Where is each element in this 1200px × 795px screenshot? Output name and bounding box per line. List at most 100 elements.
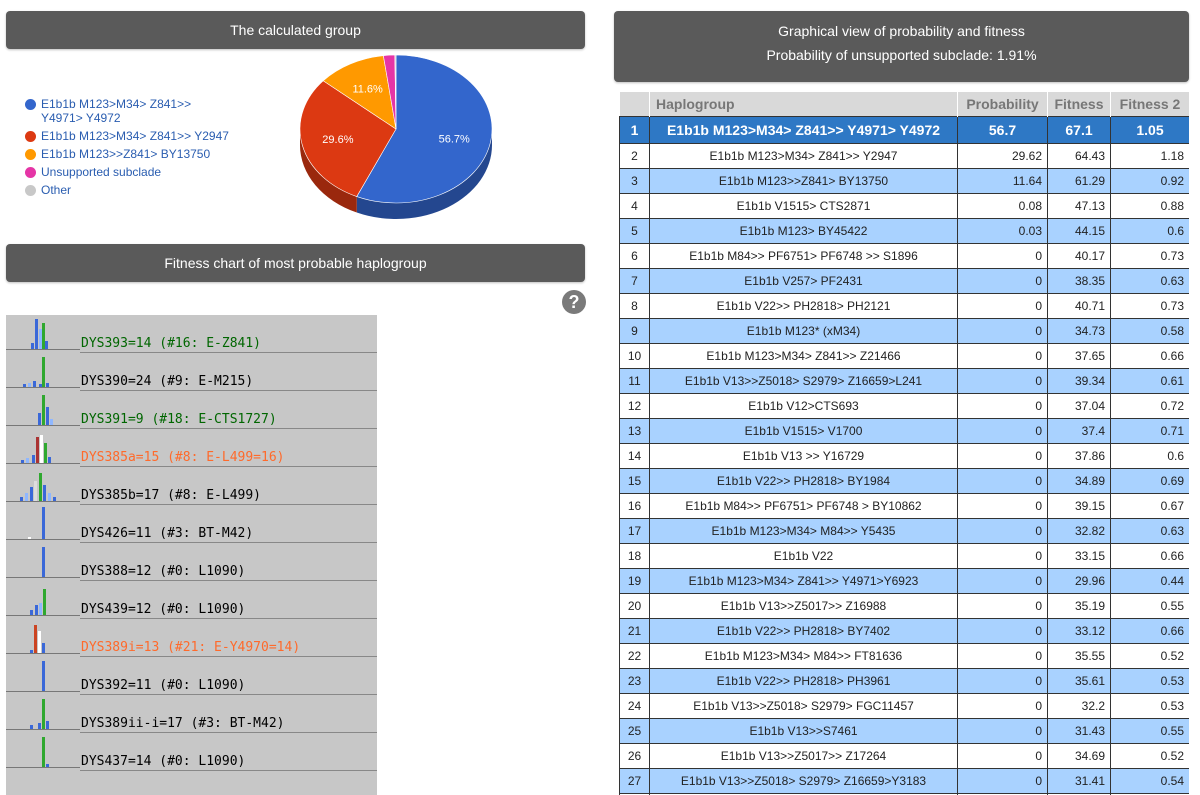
marker-label: DYS390=24 (#9: E-M215) — [81, 374, 254, 389]
cell-index: 4 — [619, 193, 650, 219]
histogram-bar — [23, 384, 26, 387]
histogram-bar — [42, 547, 45, 577]
cell-haplogroup: E1b1b V22>> PH2818> BY1984 — [649, 468, 958, 494]
histogram-baseline — [6, 767, 80, 768]
cell-haplogroup: E1b1b M123>M34> Z841>> Z21466 — [649, 343, 958, 369]
table-row[interactable]: 21 E1b1b V22>> PH2818> BY7402 0 33.12 0.66 — [619, 618, 1189, 644]
pie-slice[interactable] — [356, 55, 493, 204]
table-row[interactable]: 16 E1b1b M84>> PF6751> PF6748 > BY10862 0 3… — [619, 493, 1189, 519]
table-row[interactable]: 5 E1b1b M123> BY45422 0.03 44.15 0.6 — [619, 218, 1189, 244]
fitness-chart-header: Fitness chart of most probable haplogrou… — [6, 244, 585, 282]
legend-item[interactable]: Unsupported subclade — [25, 165, 265, 179]
table-row[interactable]: 26 E1b1b V13>>Z5017>> Z17264 0 34.69 0.52 — [619, 743, 1189, 769]
cell-fitness: 34.73 — [1047, 318, 1111, 344]
table-row[interactable]: 6 E1b1b M84>> PF6751> PF6748 >> S1896 0 40.… — [619, 243, 1189, 269]
cell-probability: 0 — [957, 368, 1048, 394]
cell-haplogroup: E1b1b V257> PF2431 — [649, 268, 958, 294]
legend-item[interactable]: E1b1b M123>>Z841> BY13750 — [25, 147, 265, 161]
cell-haplogroup: E1b1b M123>M34> Z841>> Y2947 — [649, 143, 958, 169]
cell-fitness2: 0.66 — [1110, 618, 1189, 644]
table-row[interactable]: 24 E1b1b V13>>Z5018> S2979> FGC11457 0 32.2… — [619, 693, 1189, 719]
cell-probability: 0 — [957, 268, 1048, 294]
table-row[interactable]: 3 E1b1b M123>>Z841> BY13750 11.64 61.29 0.92 — [619, 168, 1189, 194]
table-row[interactable]: 14 E1b1b V13 >> Y16729 0 37.86 0.6 — [619, 443, 1189, 469]
table-row[interactable]: 8 E1b1b V22>> PH2818> PH2121 0 40.71 0.73 — [619, 293, 1189, 319]
cell-index: 9 — [619, 318, 650, 344]
cell-fitness2: 0.6 — [1110, 443, 1189, 469]
pie-slice[interactable] — [300, 80, 397, 197]
table-row[interactable]: 25 E1b1b V13>>S7461 0 31.43 0.55 — [619, 718, 1189, 744]
cell-index: 10 — [619, 343, 650, 369]
legend-item[interactable]: E1b1b M123>M34> Z841>> Y2947 — [25, 129, 265, 143]
table-row[interactable]: 18 E1b1b V22 0 33.15 0.66 — [619, 543, 1189, 569]
haplogroup-table-container[interactable]: Haplogroup Probability Fitness Fitness 2… — [619, 92, 1189, 795]
cell-fitness: 35.61 — [1047, 668, 1111, 694]
legend-swatch — [25, 131, 36, 142]
pie-slice[interactable] — [394, 55, 397, 130]
cell-fitness: 37.65 — [1047, 343, 1111, 369]
table-row[interactable]: 13 E1b1b V1515> V1700 0 37.4 0.71 — [619, 418, 1189, 444]
cell-fitness2: 0.73 — [1110, 293, 1189, 319]
table-row[interactable]: 1 E1b1b M123>M34> Z841>> Y4971> Y4972 56.7… — [619, 116, 1189, 144]
legend-item[interactable]: E1b1b M123>M34> Z841>> Y4971> Y4972 — [25, 97, 265, 125]
table-row[interactable]: 10 E1b1b M123>M34> Z841>> Z21466 0 37.65 0.6… — [619, 343, 1189, 369]
pie-slice-label: 56.7% — [439, 134, 470, 146]
histogram-bar — [28, 383, 31, 387]
legend-label: Other — [41, 183, 72, 197]
col-probability-header[interactable]: Probability — [957, 92, 1048, 117]
table-row[interactable]: 11 E1b1b V13>>Z5018> S2979> Z16659>L241 0 3… — [619, 368, 1189, 394]
table-row[interactable]: 7 E1b1b V257> PF2431 0 38.35 0.63 — [619, 268, 1189, 294]
histogram-baseline — [6, 349, 80, 350]
row-divider — [80, 656, 377, 657]
legend-swatch — [25, 185, 36, 196]
cell-haplogroup: E1b1b M123>M34> Z841>> Y4971>Y6923 — [649, 568, 958, 594]
table-row[interactable]: 28 — [619, 793, 1189, 795]
table-row[interactable]: 23 E1b1b V22>> PH2818> PH3961 0 35.61 0.53 — [619, 668, 1189, 694]
legend-label: E1b1b M123>>Z841> BY13750 — [41, 147, 211, 161]
table-row[interactable]: 9 E1b1b M123* (xM34) 0 34.73 0.58 — [619, 318, 1189, 344]
histogram-baseline — [6, 387, 80, 388]
row-divider — [80, 428, 377, 429]
table-row[interactable]: 19 E1b1b M123>M34> Z841>> Y4971>Y6923 0 29.… — [619, 568, 1189, 594]
cell-fitness: 37.86 — [1047, 443, 1111, 469]
fitness-row: DYS385b=17 (#8: E-L499) — [6, 467, 377, 505]
table-row[interactable]: 4 E1b1b V1515> CTS2871 0.08 47.13 0.88 — [619, 193, 1189, 219]
table-row[interactable]: 12 E1b1b V12>CTS693 0 37.04 0.72 — [619, 393, 1189, 419]
histogram-baseline — [6, 729, 80, 730]
legend-label: E1b1b M123>M34> Z841>> Y4971> Y4972 — [41, 97, 192, 125]
table-row[interactable]: 15 E1b1b V22>> PH2818> BY1984 0 34.89 0.69 — [619, 468, 1189, 494]
cell-probability: 29.62 — [957, 143, 1048, 169]
cell-haplogroup: E1b1b M123>M34> Z841>> Y4971> Y4972 — [649, 116, 958, 144]
fitness-row: DYS385a=15 (#8: E-L499=16) — [6, 429, 377, 467]
help-icon[interactable]: ? — [562, 290, 586, 314]
cell-fitness2: 1.18 — [1110, 143, 1189, 169]
histogram-bar — [53, 497, 56, 501]
table-row[interactable]: 17 E1b1b M123>M34> M84>> Y5435 0 32.82 0.63 — [619, 518, 1189, 544]
legend-item[interactable]: Other — [25, 183, 265, 197]
cell-fitness2: 0.71 — [1110, 418, 1189, 444]
cell-haplogroup: E1b1b V22 — [649, 543, 958, 569]
pie-slice[interactable] — [322, 55, 397, 130]
col-index-header[interactable] — [619, 92, 650, 117]
histogram-bar — [42, 661, 45, 691]
calculated-group-title: The calculated group — [230, 22, 361, 38]
cell-index: 14 — [619, 443, 650, 469]
marker-label: DYS385a=15 (#8: E-L499=16) — [81, 450, 285, 465]
col-haplogroup-header[interactable]: Haplogroup — [649, 92, 958, 117]
cell-fitness2: 0.55 — [1110, 718, 1189, 744]
marker-label: DYS439=12 (#0: L1090) — [81, 602, 246, 617]
cell-haplogroup: E1b1b V1515> V1700 — [649, 418, 958, 444]
table-row[interactable]: 27 E1b1b V13>>Z5018> S2979> Z16659>Y3183 0… — [619, 768, 1189, 794]
fitness-row: DYS426=11 (#3: BT-M42) — [6, 505, 377, 543]
marker-label: DYS389i=13 (#21: E-Y4970=14) — [81, 640, 301, 655]
row-divider — [80, 504, 377, 505]
histogram-bar — [42, 357, 45, 387]
table-row[interactable]: 2 E1b1b M123>M34> Z841>> Y2947 29.62 64.43 1… — [619, 143, 1189, 169]
cell-haplogroup: E1b1b V13>>Z5018> S2979> Z16659>L241 — [649, 368, 958, 394]
table-row[interactable]: 20 E1b1b V13>>Z5017>> Z16988 0 35.19 0.55 — [619, 593, 1189, 619]
cell-fitness2: 0.44 — [1110, 568, 1189, 594]
col-fitness2-header[interactable]: Fitness 2 — [1110, 92, 1189, 117]
cell-fitness2: 0.53 — [1110, 668, 1189, 694]
col-fitness-header[interactable]: Fitness — [1047, 92, 1111, 117]
table-row[interactable]: 22 E1b1b M123>M34> M84>> FT81636 0 35.55 0.5… — [619, 643, 1189, 669]
